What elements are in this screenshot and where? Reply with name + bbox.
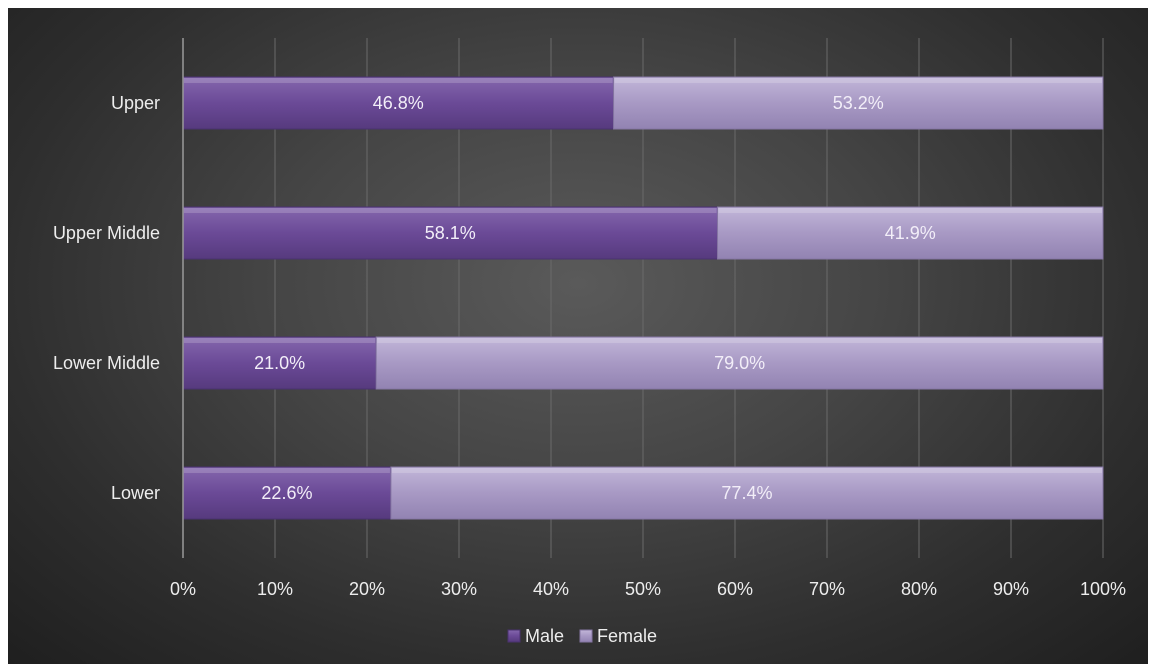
data-label: 22.6% <box>261 483 312 503</box>
chart-area: 0% 10% 20% 30% 40% 50% 60% 70% 80% 90% 100% Upper 46… <box>8 8 1148 664</box>
legend-label: Female <box>597 626 657 646</box>
x-tick-label: 80% <box>901 579 937 599</box>
category-label: Upper Middle <box>53 223 160 243</box>
x-tick-label: 20% <box>349 579 385 599</box>
category-label: Lower Middle <box>53 353 160 373</box>
bar-segment-female <box>390 466 1104 520</box>
bar-segment-female <box>613 76 1104 130</box>
bar-bevel <box>718 208 1102 213</box>
legend-swatch-male <box>507 629 521 643</box>
bar-bevel <box>377 338 1102 343</box>
bar-bevel <box>184 338 376 343</box>
data-label: 77.4% <box>721 483 772 503</box>
x-tick-label: 50% <box>625 579 661 599</box>
bar-bevel <box>184 208 717 213</box>
bar-bevel <box>184 78 613 83</box>
data-label: 53.2% <box>833 93 884 113</box>
legend-swatch-female <box>579 629 593 643</box>
category-label: Upper <box>111 93 160 113</box>
data-label: 21.0% <box>254 353 305 373</box>
x-tick-label: 90% <box>993 579 1029 599</box>
bar-bevel <box>391 468 1102 473</box>
labels: 0% 10% 20% 30% 40% 50% 60% 70% 80% 90% 100% Upper 46… <box>53 93 1126 599</box>
data-label: 46.8% <box>373 93 424 113</box>
data-label: 58.1% <box>425 223 476 243</box>
x-tick-label: 100% <box>1080 579 1126 599</box>
x-tick-label: 40% <box>533 579 569 599</box>
bar-segment-female <box>717 206 1104 260</box>
x-tick-label: 0% <box>170 579 196 599</box>
bars <box>182 76 1104 520</box>
x-tick-label: 30% <box>441 579 477 599</box>
x-tick-label: 60% <box>717 579 753 599</box>
bar-segment-male <box>182 336 377 390</box>
data-label: 41.9% <box>885 223 936 243</box>
bar-chart: 0% 10% 20% 30% 40% 50% 60% 70% 80% 90% 100% Upper 46… <box>53 38 1126 646</box>
legend-label: Male <box>525 626 564 646</box>
bar-segment-female <box>375 336 1104 390</box>
data-label: 79.0% <box>714 353 765 373</box>
category-label: Lower <box>111 483 160 503</box>
x-tick-label: 10% <box>257 579 293 599</box>
bar-bevel <box>184 468 390 473</box>
x-tick-label: 70% <box>809 579 845 599</box>
bar-segment-male <box>182 466 392 520</box>
legend: Male Female <box>507 626 657 646</box>
bar-bevel <box>614 78 1102 83</box>
